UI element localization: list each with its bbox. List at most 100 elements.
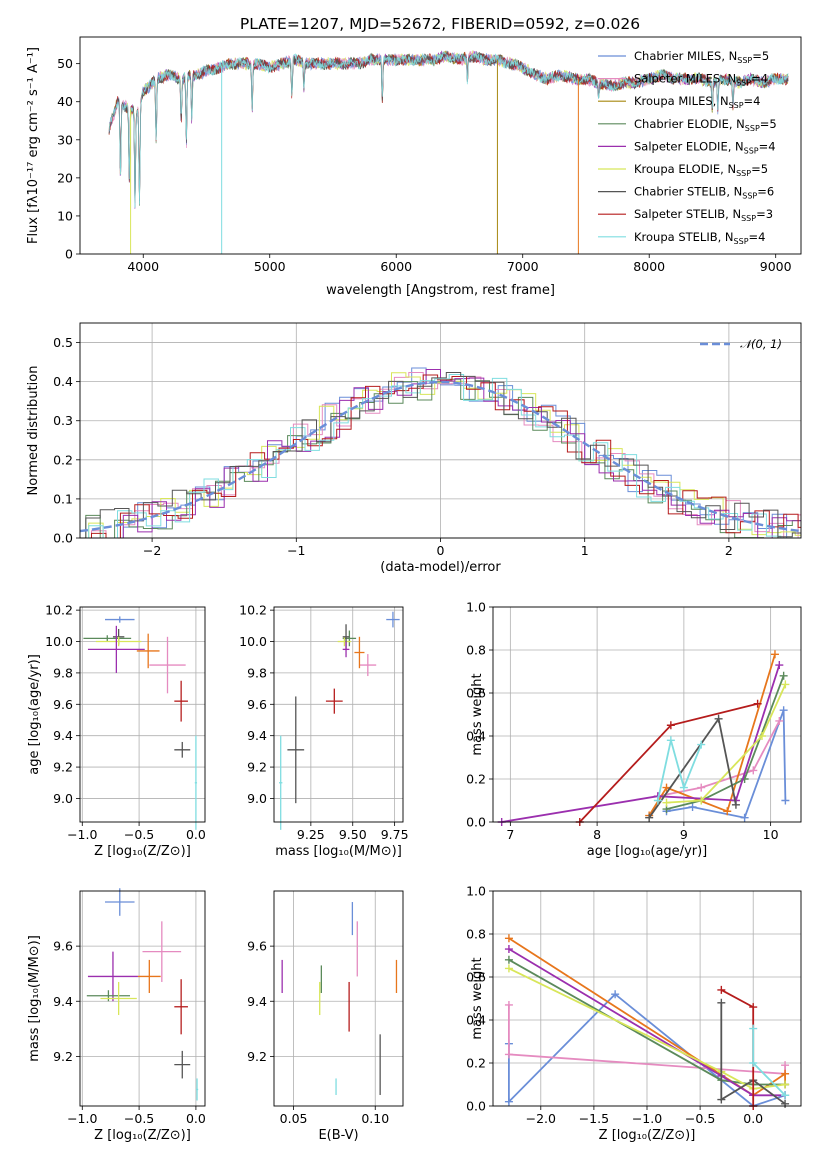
y-tick-label: 9.8: [247, 665, 267, 680]
x-tick-label: −0.5: [685, 1111, 715, 1126]
x-tick-label: 9.75: [381, 827, 409, 842]
y-tick-label: 0.5: [53, 335, 73, 350]
y-tick-label: 0.8: [466, 643, 486, 658]
y-tick-label: 0.0: [466, 815, 486, 830]
series-line: [508, 948, 786, 1097]
weight-vs-age-panel: 7 8 9 10 0.0 0.2 0.4 0.6 0.8 1.0 age [log₁₀(age/yr…: [466, 600, 802, 859]
weight-vs-metallicity-panel: −2.0 −1.5 −1.0 −0.5 0.0 0.0 0.2 0.4 0.6 0.8 1.0 Z […: [466, 884, 802, 1143]
data-point-marker: [662, 783, 671, 792]
data-point-marker: [662, 798, 671, 807]
x-tick-label: −2: [143, 543, 161, 558]
legend-entry: Salpeter STELIB, NSSP=3: [634, 207, 773, 223]
x-tick-label: 9.50: [339, 827, 367, 842]
y-tick-label: 10.2: [45, 603, 73, 618]
age-vs-mass-panel: 9.25 9.50 9.75 9.0 9.2 9.4 9.6 9.8 10.0 10.2 mass …: [239, 603, 408, 859]
y-tick-label: 50: [57, 56, 73, 71]
data-point-marker: [645, 813, 654, 822]
y-axis-label: age [log₁₀(age/yr)]: [27, 654, 42, 775]
series-line: [508, 1005, 786, 1075]
y-tick-label: 9.6: [247, 697, 267, 712]
data-point-marker: [666, 721, 675, 730]
y-tick-label: 9.6: [53, 939, 73, 954]
x-axis-label: mass [log₁₀(M/M⊙)]: [275, 844, 402, 859]
x-axis-label: Z [log₁₀(Z/Z⊙)]: [599, 1128, 696, 1143]
y-tick-label: 9.2: [53, 1049, 73, 1064]
data-point-marker: [775, 716, 784, 725]
data-point-marker: [779, 706, 788, 715]
x-tick-label: −1.5: [579, 1111, 609, 1126]
x-tick-label: 2: [725, 543, 733, 558]
y-tick-label: 0.8: [466, 927, 486, 942]
data-point-marker: [781, 680, 790, 689]
mass-vs-metallicity-panel: −1.0 −0.5 0.0 9.2 9.4 9.6 Z [log₁₀(Z/Z⊙)] mass …: [27, 888, 206, 1143]
y-tick-label: 9.4: [247, 994, 267, 1009]
legend-entry: Salpeter MILES, NSSP=4: [634, 72, 768, 88]
x-tick-label: 0.10: [361, 1111, 389, 1126]
y-tick-label: 0.4: [53, 374, 73, 389]
x-tick-label: 9.25: [297, 827, 325, 842]
data-point-marker: [723, 807, 732, 816]
y-tick-label: 9.4: [53, 994, 73, 1009]
data-point-marker: [697, 740, 706, 749]
y-tick-label: 9.2: [247, 760, 267, 775]
data-point-marker: [653, 796, 662, 805]
data-point-marker: [688, 802, 697, 811]
series-line: [508, 967, 786, 1090]
y-axis-label: Flux [fλ10⁻¹⁷ erg cm⁻² s⁻¹ A⁻¹]: [26, 47, 41, 244]
x-tick-label: 9000: [760, 259, 792, 274]
y-tick-label: 9.8: [53, 665, 73, 680]
y-tick-label: 0.0: [53, 531, 73, 546]
axes-frame: [492, 890, 802, 1107]
data-point-marker: [504, 1000, 513, 1009]
series-line: [666, 675, 785, 810]
series-line: [666, 684, 787, 804]
data-point-marker: [611, 990, 620, 999]
y-tick-label: 9.2: [247, 1049, 267, 1064]
x-axis-label: wavelength [Angstrom, rest frame]: [326, 283, 555, 298]
axes-frame: [79, 606, 206, 823]
y-tick-label: 0.6: [466, 686, 486, 701]
y-tick-label: 9.2: [53, 760, 73, 775]
data-point-marker: [666, 736, 675, 745]
data-point-marker: [781, 1061, 790, 1070]
x-tick-label: 10: [763, 827, 779, 842]
legend-entry: Kroupa MILES, NSSP=4: [634, 94, 760, 110]
axes-frame: [79, 36, 802, 255]
spectrum-panel: 4000 5000 6000 7000 8000 9000 0 10 20 30 40 50 wavel…: [26, 36, 802, 298]
y-tick-label: 10.2: [239, 603, 267, 618]
axes-frame: [79, 322, 802, 539]
y-tick-label: 20: [57, 170, 73, 185]
x-tick-label: −0.5: [124, 1111, 154, 1126]
y-tick-label: 0.2: [466, 1056, 486, 1071]
y-tick-label: 0: [65, 247, 73, 262]
legend-entry: Kroupa ELODIE, NSSP=5: [634, 162, 768, 178]
data-point-marker: [781, 796, 790, 805]
y-tick-label: 9.4: [53, 728, 73, 743]
data-point-marker: [770, 650, 779, 659]
y-axis-label: mass weight: [470, 957, 485, 1039]
legend-entry: Chabrier STELIB, NSSP=6: [634, 185, 774, 201]
data-point-marker: [749, 1024, 758, 1033]
data-point-marker: [504, 1050, 513, 1059]
y-tick-label: 9.0: [53, 791, 73, 806]
y-tick-label: 10.0: [45, 634, 73, 649]
x-tick-label: 0.0: [743, 1111, 763, 1126]
x-tick-label: 9: [680, 827, 688, 842]
data-point-marker: [781, 1069, 790, 1078]
x-tick-label: 4000: [127, 259, 159, 274]
x-tick-label: 5000: [254, 259, 286, 274]
y-tick-label: 0.6: [466, 970, 486, 985]
data-point-marker: [717, 1095, 726, 1104]
data-point-marker: [775, 661, 784, 670]
x-tick-label: 8: [593, 827, 601, 842]
y-tick-label: 40: [57, 94, 73, 109]
normal-curve: [79, 380, 802, 533]
x-axis-label: Z [log₁₀(Z/Z⊙)]: [94, 1128, 191, 1143]
data-point-marker: [504, 1097, 513, 1106]
data-point-marker: [504, 934, 513, 943]
axes-frame: [492, 606, 802, 823]
page-title: PLATE=1207, MJD=52672, FIBERID=0592, z=0…: [240, 15, 640, 33]
series-line: [656, 740, 703, 801]
mass-vs-ebv-panel: 0.05 0.10 9.2 9.4 9.6 E(B-V): [247, 890, 404, 1143]
